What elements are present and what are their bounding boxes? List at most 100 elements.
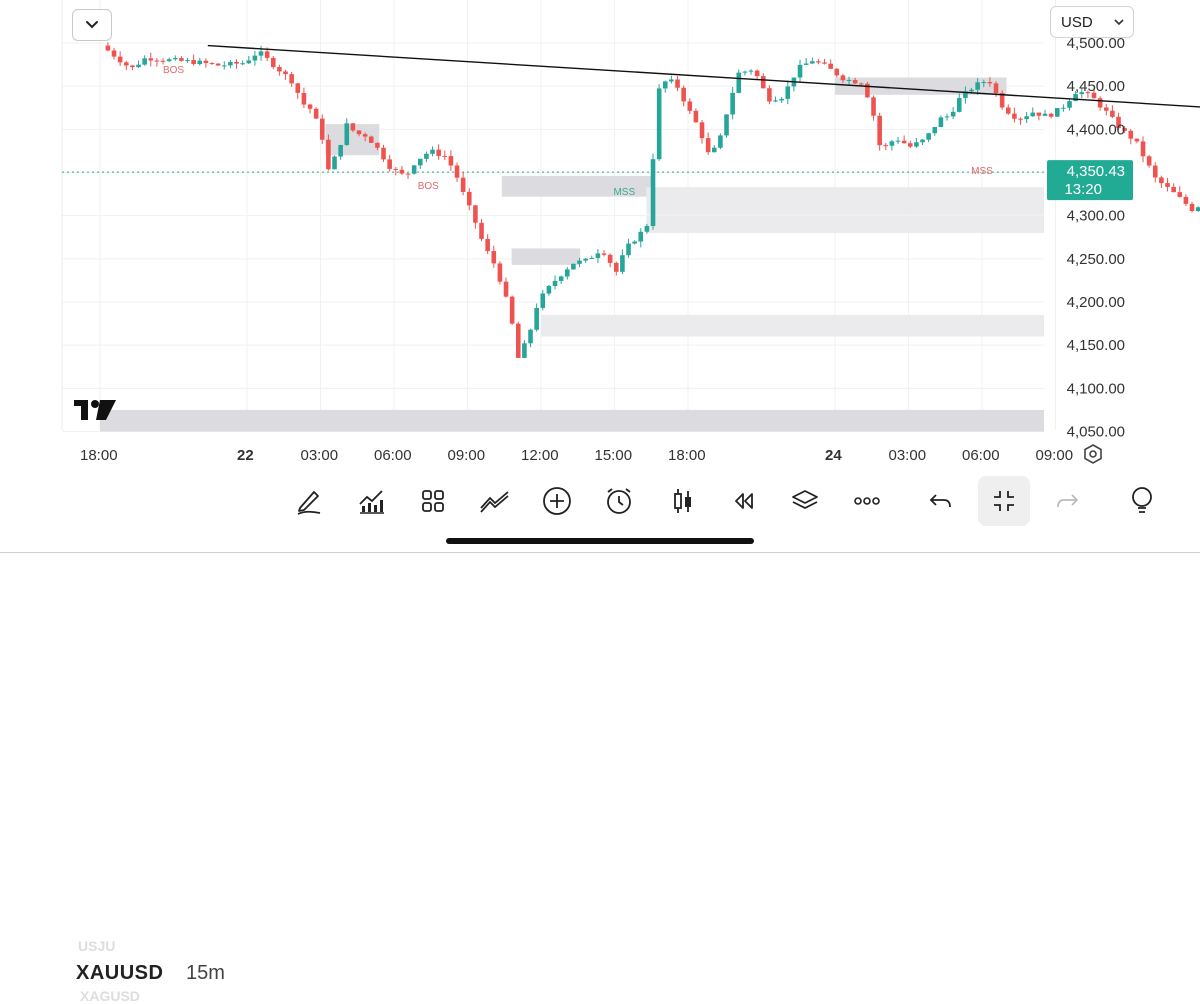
time-axis[interactable]: 18:00 22 03:00 06:00 09:00 12:00 15:00 18:00 24 0… <box>80 447 1073 464</box>
candle-bullish <box>981 82 987 84</box>
time-tick-label: 15:00 <box>595 447 633 464</box>
candle-bullish <box>711 147 717 153</box>
candle-bullish <box>926 133 931 140</box>
candle-bullish <box>142 58 147 65</box>
candle-bearish <box>301 92 307 105</box>
candle-bullish <box>1067 101 1072 108</box>
time-tick-label: 18:00 <box>668 447 706 464</box>
candle-bearish <box>215 63 221 66</box>
candle-bearish <box>405 173 411 175</box>
candle-bearish <box>1048 113 1054 117</box>
add-button[interactable] <box>536 482 578 520</box>
candle-bearish <box>865 83 870 98</box>
candle-bearish <box>816 61 821 63</box>
candle-bullish <box>528 329 533 344</box>
candle-bullish <box>914 142 919 147</box>
candle-bullish <box>552 280 558 287</box>
currency-select[interactable]: USD <box>1050 6 1134 38</box>
candle-bearish <box>987 82 993 84</box>
price-tick-label: 4,450.00 <box>1067 78 1125 95</box>
time-tick-label: 18:00 <box>80 447 118 464</box>
ideas-button[interactable] <box>1118 482 1158 520</box>
candle-bearish <box>387 159 392 169</box>
chart-annotations: BOS BOS MSS MSS <box>163 65 993 198</box>
candle-bearish <box>442 155 448 157</box>
candle-bearish <box>907 143 913 147</box>
bottom-divider <box>0 552 1200 553</box>
indicators-button[interactable] <box>350 482 392 520</box>
candle-bullish <box>344 123 350 145</box>
candle-bullish <box>730 92 735 115</box>
candle-bullish <box>638 231 644 242</box>
candle-bearish <box>1183 196 1189 204</box>
layers-button[interactable] <box>784 482 826 520</box>
trendline <box>207 44 1200 108</box>
candle-bearish <box>840 75 846 81</box>
next-symbol[interactable]: XAGUSD <box>80 988 140 1004</box>
replay-button[interactable] <box>722 482 764 520</box>
layouts-button[interactable] <box>412 482 454 520</box>
previous-symbol[interactable]: USJU <box>78 938 116 954</box>
candle-bullish <box>136 64 141 68</box>
candle-bullish <box>932 126 938 134</box>
candle-bearish <box>160 60 166 62</box>
chevron-down-icon <box>1114 19 1124 26</box>
candle-bullish <box>644 225 650 232</box>
supply-demand-zones <box>100 77 1044 432</box>
alert-button[interactable] <box>598 482 640 520</box>
candle-bullish <box>430 149 435 154</box>
candle-bearish <box>834 68 840 76</box>
candle-bullish <box>571 263 576 270</box>
candle-bearish <box>277 67 282 72</box>
structure-label: MSS <box>613 187 635 198</box>
redo-button[interactable] <box>1046 482 1088 520</box>
candle-bearish <box>760 76 766 89</box>
alert-clock-icon <box>607 488 631 514</box>
candle-bearish <box>901 140 907 144</box>
candle-bullish <box>546 286 552 294</box>
candle-bearish <box>607 254 613 263</box>
time-tick-label: 03:00 <box>301 447 339 464</box>
last-price-value: 4,350.43 <box>1067 163 1125 180</box>
candle-bullish <box>846 79 852 81</box>
candle-bearish <box>681 87 686 102</box>
candle-bullish <box>246 60 252 64</box>
drawings[interactable] <box>207 44 1200 417</box>
candle-bullish <box>656 88 662 160</box>
structure-label: BOS <box>418 181 439 192</box>
more-button[interactable] <box>846 482 888 520</box>
collapse-toggle-button[interactable] <box>72 9 112 41</box>
tradingview-logo <box>74 398 118 427</box>
timeframe-button[interactable]: 15m <box>186 962 225 984</box>
candle-bearish <box>473 205 478 223</box>
symbol-name[interactable]: XAUUSD <box>76 962 164 984</box>
chevron-down-icon <box>86 21 98 29</box>
price-tick-label: 4,400.00 <box>1067 121 1125 138</box>
candle-bearish <box>675 79 680 88</box>
chart-style-button[interactable] <box>662 482 704 520</box>
candle-bearish <box>491 251 497 264</box>
candle-bullish <box>540 293 546 308</box>
candle-bearish <box>1152 165 1158 178</box>
undo-button[interactable] <box>920 482 962 520</box>
candlestick-chart[interactable]: BOS BOS MSS MSS 4,500.00 4,450.00 4,400.00 4,3… <box>0 0 1200 470</box>
candle-bearish <box>1091 92 1097 99</box>
candle-bullish <box>577 260 582 264</box>
price-zone <box>835 77 1007 95</box>
collapse-fullscreen-button[interactable] <box>978 476 1030 526</box>
axis-settings-icon[interactable] <box>1084 444 1102 464</box>
layouts-icon <box>422 490 444 512</box>
candle-bullish <box>172 58 178 60</box>
candle-bearish <box>117 56 123 63</box>
candle-bullish <box>889 141 895 146</box>
candle-bearish <box>111 50 117 57</box>
candle-bearish <box>130 65 135 68</box>
draw-pen-button[interactable] <box>288 482 330 520</box>
layers-icon <box>792 490 818 510</box>
candle-bullish <box>258 51 264 56</box>
candle-bearish <box>154 60 160 62</box>
candle-bearish <box>858 83 864 85</box>
drawing-tools-button[interactable] <box>474 482 516 520</box>
candle-bearish <box>283 71 288 75</box>
last-price-tag: 4,350.43 13:20 <box>1047 160 1133 201</box>
